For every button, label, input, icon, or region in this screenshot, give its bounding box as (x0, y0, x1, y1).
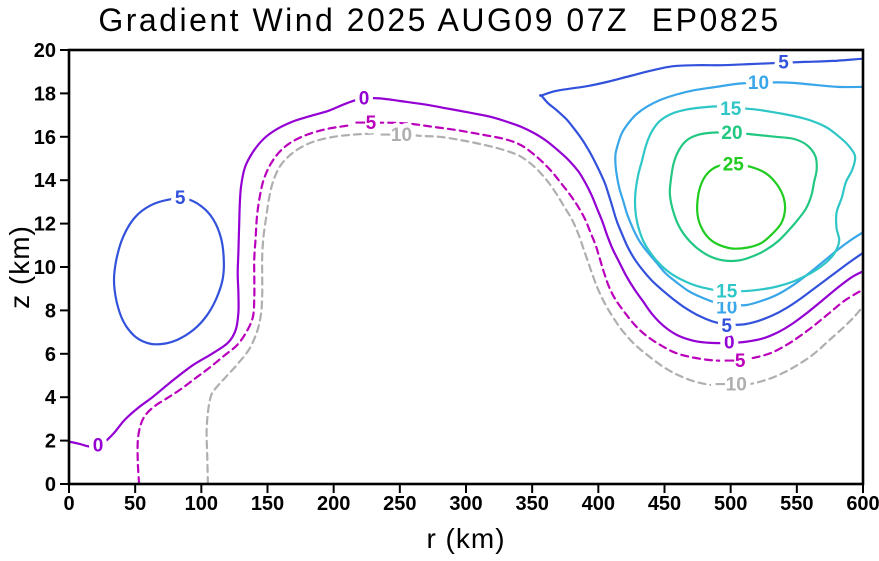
contour-label-halo: 10 (748, 73, 769, 94)
contour-path-contour-10 (614, 81, 863, 307)
y-tick-label: 4 (45, 387, 57, 409)
contour-path-contour-minus10 (205, 132, 863, 484)
contour-label-contour-minus10: −10 (380, 125, 412, 146)
y-tick-label: 12 (34, 214, 56, 236)
contour-path-contour-20 (668, 131, 818, 263)
contour-label-contour-minus10: −10 (715, 375, 747, 396)
contour-path-contour-minus5 (136, 121, 863, 484)
chart-title: Gradient Wind 2025 AUG09 07Z EP0825 (98, 2, 781, 38)
y-tick-label: 18 (34, 83, 56, 105)
y-tick-label: 20 (34, 40, 56, 62)
contour-label-contour-20: 20 (721, 123, 742, 144)
contour-label-contour-0: 0 (724, 332, 735, 353)
y-tick-label: 6 (45, 344, 56, 366)
contour-path-contour-5-right (539, 57, 863, 326)
contour-path-contour-25 (696, 162, 787, 250)
y-tick-label: 16 (34, 127, 56, 149)
x-tick-label: 200 (317, 493, 350, 515)
contour-label-halo: 0 (359, 89, 370, 110)
contour-label-halo: −5 (724, 351, 746, 372)
y-axis-label: z (km) (4, 225, 35, 309)
contour-label-halo: −10 (380, 125, 412, 146)
x-tick-label: 550 (780, 493, 813, 515)
x-tick-label: 600 (846, 493, 879, 515)
contour-label-halo: 5 (175, 188, 186, 209)
x-tick-label: 0 (63, 493, 74, 515)
y-tick-label: 8 (45, 300, 56, 322)
y-tick-label: 10 (34, 257, 56, 279)
x-tick-label: 500 (714, 493, 747, 515)
contour-label-contour-10: 10 (748, 73, 769, 94)
y-tick-label: 14 (34, 170, 57, 192)
contour-label-contour-minus5: −5 (355, 113, 377, 134)
contour-label-halo: 5 (778, 52, 789, 73)
contour-label-halo: 5 (721, 316, 732, 337)
contour-label-contour-5-left-ring: 5 (175, 188, 186, 209)
contour-labels-group: −10−10−10−10−5−5−5−500000055555510101010… (88, 48, 793, 461)
contour-label-halo: −10 (715, 375, 747, 396)
contour-label-halo: 0 (93, 435, 104, 456)
x-tick-label: 150 (251, 493, 284, 515)
contour-label-contour-5-right: 5 (721, 316, 732, 337)
contour-path-contour-5-left-ring (112, 197, 226, 346)
x-tick-label: 100 (185, 493, 218, 515)
contour-path-contour-15 (633, 105, 857, 293)
x-axis-label: r (km) (426, 523, 506, 554)
y-tick-label: 2 (45, 431, 56, 453)
contour-label-contour-15: 15 (716, 281, 738, 302)
contour-label-halo: 25 (723, 154, 745, 175)
y-tick-label: 0 (45, 474, 56, 496)
contour-label-contour-minus5: −5 (724, 351, 746, 372)
contour-label-contour-15: 15 (720, 99, 742, 120)
contour-label-contour-0: 0 (359, 89, 370, 110)
contour-label-halo: 10 (716, 298, 737, 319)
contour-label-contour-25: 25 (723, 154, 745, 175)
contour-label-halo: −5 (355, 113, 377, 134)
contour-label-contour-0: 0 (93, 435, 104, 456)
x-tick-label: 350 (515, 493, 548, 515)
contour-path-contour-0 (69, 96, 863, 448)
contour-label-halo: 20 (721, 123, 742, 144)
contour-label-contour-5-right: 5 (778, 52, 789, 73)
contour-label-halo: 15 (716, 281, 738, 302)
x-tick-label: 400 (582, 493, 615, 515)
x-tick-label: 300 (449, 493, 482, 515)
plot-frame (67, 48, 865, 486)
x-tick-label: 250 (383, 493, 416, 515)
contour-label-halo: 0 (724, 332, 735, 353)
x-tick-label: 50 (124, 493, 146, 515)
contour-lines-group (69, 57, 863, 484)
contour-label-halo: 15 (720, 99, 742, 120)
contour-label-contour-10: 10 (716, 298, 737, 319)
x-tick-label: 450 (648, 493, 681, 515)
